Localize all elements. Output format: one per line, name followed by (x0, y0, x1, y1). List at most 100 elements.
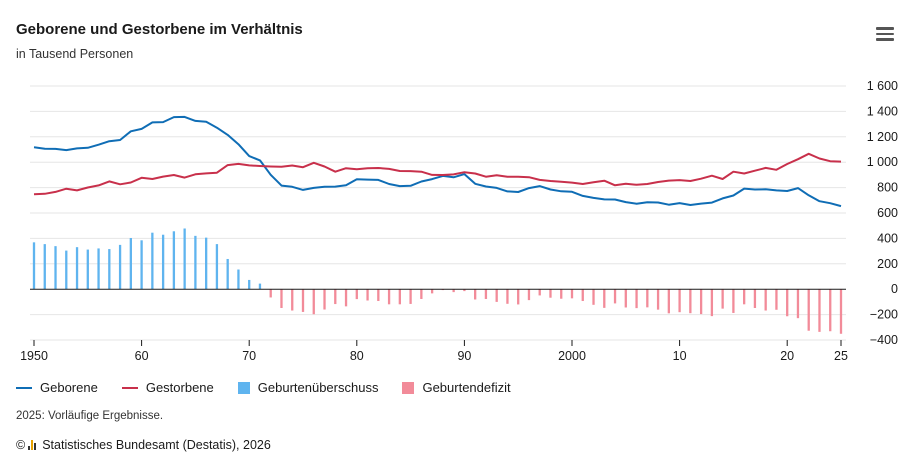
deficit-bar (280, 289, 283, 308)
deficit-bar (312, 289, 315, 315)
deaths-line (33, 152, 842, 196)
deficit-bar (291, 289, 294, 311)
deficit-bar (323, 289, 326, 310)
legend-item[interactable]: Geburtenüberschuss (237, 380, 379, 395)
deficit-bar (398, 289, 401, 305)
chart-subtitle: in Tausend Personen (16, 47, 134, 61)
surplus-bar (108, 249, 111, 290)
deficit-bar (570, 289, 574, 299)
deficit-bar (344, 289, 348, 307)
surplus-bar (32, 242, 36, 290)
source-text: Statistisches Bundesamt (Destatis), 2026 (42, 438, 271, 452)
surplus-bar (237, 269, 240, 290)
deficit-bar (463, 289, 466, 292)
deficit-bar (387, 289, 391, 305)
x-tick-label: 80 (350, 349, 364, 363)
x-tick-label: 90 (457, 349, 471, 363)
surplus-bar (151, 232, 154, 290)
y-tick-label: −200 (870, 308, 898, 322)
menu-bar (876, 38, 894, 41)
legend: Geborene Gestorbene Geburtenüberschuss Gebu… (16, 380, 535, 395)
deficit-bar (613, 289, 617, 304)
y-tick-label: 1 400 (867, 104, 898, 118)
y-tick-label: 200 (877, 257, 898, 271)
destatis-logo-icon (28, 440, 37, 450)
legend-swatch (237, 381, 250, 394)
deficit-bar (646, 289, 649, 308)
x-tick-label: 25 (834, 349, 848, 363)
surplus-bar (183, 228, 186, 290)
menu-bar (876, 32, 894, 36)
x-tick-label: 10 (673, 349, 687, 363)
grid-lines (30, 85, 846, 341)
surplus-bar (258, 283, 262, 290)
legend-item[interactable]: Geburtendefizit (402, 380, 511, 395)
x-tick-label: 20 (780, 349, 794, 363)
surplus-bar (248, 279, 251, 290)
deficit-bar (689, 289, 692, 314)
copyright-symbol: © (16, 438, 26, 452)
deficit-bar (721, 289, 724, 309)
footnote: 2025: Vorläufige Ergebnisse. (16, 410, 164, 422)
y-tick-label: 1 600 (867, 79, 898, 93)
y-tick-label: 800 (877, 181, 898, 195)
x-tick-label: 60 (135, 349, 149, 363)
deficit-bar (301, 289, 305, 312)
chart-title: Geborene und Gestorbene im Verhältnis (16, 21, 303, 38)
deficit-bar (624, 289, 627, 308)
deficit-bar (603, 289, 606, 308)
hamburger-menu-icon[interactable] (876, 27, 894, 41)
deficit-bar (743, 289, 746, 305)
legend-swatch (16, 386, 32, 389)
deficit-bar (786, 289, 789, 317)
x-tick-label: 70 (242, 349, 256, 363)
deficit-bar (829, 289, 832, 332)
y-tick-label: 1 200 (867, 130, 898, 144)
legend-swatch (402, 381, 415, 394)
deficit-bar (430, 289, 434, 294)
axes: 1 600 1 400 1 200 1 000 800 600 400 2000 −200 −40… (20, 79, 898, 363)
deficit-bar (764, 289, 767, 311)
deficit-bar (484, 289, 488, 299)
x-tick-label: 2000 (558, 349, 586, 363)
deficit-bar (506, 289, 509, 304)
surplus-bar (226, 258, 229, 290)
bars (32, 228, 843, 334)
deficit-bar (538, 289, 541, 296)
deficit-bar (775, 289, 778, 310)
y-tick-label: 400 (877, 231, 898, 245)
legend-label: Geburtenüberschuss (257, 380, 379, 395)
deficit-bar (409, 289, 412, 304)
y-tick-label: 600 (877, 206, 898, 220)
deficit-bar (796, 289, 800, 319)
deficit-bar (517, 289, 520, 305)
legend-label: Geborene (40, 380, 98, 395)
deficit-bar (269, 289, 272, 298)
menu-bar (876, 27, 894, 30)
surplus-bar (65, 250, 68, 290)
y-tick-label: 1 000 (867, 155, 898, 169)
deficit-bar (420, 289, 423, 299)
source-credit: © Statistisches Bundesamt (Destatis), 20… (16, 438, 271, 452)
surplus-bar (194, 235, 197, 290)
surplus-bar (161, 234, 165, 290)
deficit-bar (699, 289, 703, 315)
deficit-bar (549, 289, 552, 298)
surplus-bar (54, 246, 57, 290)
surplus-bar (215, 244, 219, 290)
legend-item[interactable]: Gestorbene (121, 380, 214, 395)
deficit-bar (732, 289, 735, 313)
surplus-bar (205, 237, 208, 290)
legend-item[interactable]: Geborene (16, 380, 98, 395)
deficit-bar (807, 289, 810, 331)
births-line (33, 115, 842, 208)
deficit-bar (581, 289, 584, 302)
deficit-bar (334, 289, 337, 305)
deficit-bar (366, 289, 369, 301)
deficit-bar (667, 289, 670, 314)
y-tick-label: −400 (870, 333, 898, 347)
surplus-bar (43, 244, 46, 290)
deficit-bar (377, 289, 380, 302)
surplus-bar (129, 238, 132, 290)
